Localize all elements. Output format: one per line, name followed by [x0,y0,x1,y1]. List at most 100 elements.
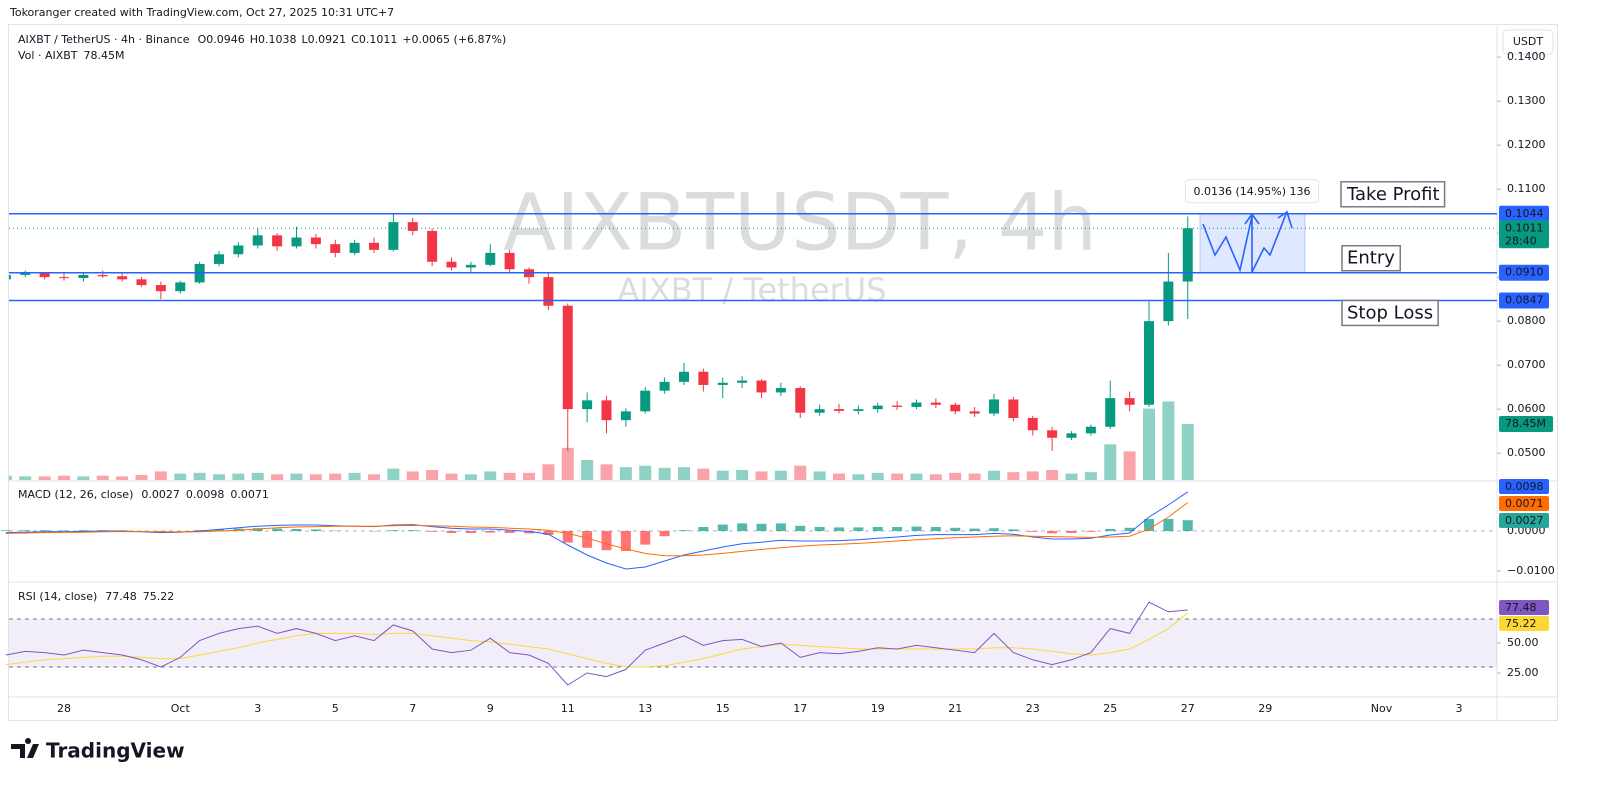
macd-hist-bar [659,531,670,537]
macd-hist-bar [756,523,767,531]
macd-hist-bar [39,530,50,531]
currency[interactable]: USDT [1513,35,1544,48]
level-badge-label: 0.1044 [1505,207,1544,220]
candle-body [485,252,496,265]
position-box [1199,213,1306,274]
candle-body [892,405,903,407]
attribution: Tokoranger created with TradingView.com,… [9,6,394,19]
macd-badge [1499,479,1549,494]
volume-bar [116,476,129,480]
candle-body [872,405,883,410]
frame [8,24,1558,721]
volume-bar [697,468,710,480]
volume-bar [561,447,574,480]
macd-hist-bar [892,527,903,531]
ohlc-value: 0.0946 [206,33,245,46]
volume-bar [988,470,1000,480]
volume-bar [251,472,264,480]
macd-hist-bar [834,527,844,531]
y-tick-label: 0.0800 [1507,314,1546,327]
candle-body [1008,399,1019,418]
y-tick-label: 0.1100 [1507,182,1546,195]
last-price-label: 0.1011 [1505,221,1544,234]
y-tick-label: 0.0700 [1507,358,1546,371]
volume-bar [1046,470,1059,480]
volume-bar [1162,401,1175,480]
candle-body [756,380,767,393]
rsi-ma-line [5,612,1189,668]
candle-body [659,381,670,391]
candle-body [310,237,321,245]
candle-body [136,279,147,286]
volume-name: Vol · AIXBT [18,49,78,62]
y-tick-label: 0.1300 [1507,94,1546,107]
macd-hist-bar [388,530,399,531]
macd-hist-bar [465,531,476,533]
macd-hist-bar [582,531,593,548]
rsi-badge [1499,600,1549,615]
x-tick-label: 23 [1026,702,1040,715]
volume-badge [1499,415,1553,432]
candle-body [446,261,457,268]
macd-hist-bar [601,531,612,551]
macd-hist-bar [911,526,922,531]
level-badge [1499,292,1549,309]
volume-bar [600,464,613,480]
volume-bar [348,472,361,480]
volume-bar [929,474,942,480]
x-tick-label: 19 [871,702,885,715]
candle-body [814,409,825,413]
volume-bar [213,474,225,480]
macd-hist-bar [1124,527,1135,531]
x-tick-label: 25 [1103,702,1117,715]
volume-bar [368,474,380,480]
candle-body [1047,430,1058,438]
volume-badge-label: 78.45M [1505,417,1546,430]
volume-bar [329,473,342,480]
x-tick-label: 3 [1456,702,1463,715]
volume-bar [716,470,729,480]
candle-body [775,388,786,393]
candle-body [78,274,89,279]
candle-body [291,237,302,247]
macd-hist-bar [0,530,11,531]
macd-hist-bar [620,531,631,551]
macd-legend-value: 0.0071 [230,488,269,501]
volume-bar [135,475,148,480]
volume-bar [910,473,923,480]
rsi-badge-label: 77.48 [1505,601,1537,614]
x-tick-label: 28 [57,702,71,715]
ohlc-value: 0.0921 [308,33,347,46]
macd-hist-bar [1163,519,1174,531]
candle-body [969,411,980,414]
volume-bar [503,472,516,480]
candle-body [369,242,379,250]
macd-title: MACD (12, 26, close) [18,488,133,501]
macd-hist-bar [872,527,883,531]
x-tick-label: 21 [948,702,962,715]
volume-bar [891,473,904,480]
macd-hist-bar [543,531,554,535]
candle-body [1124,398,1135,405]
macd-hist-bar [775,523,786,531]
x-tick-label: Nov [1371,702,1393,715]
candle-body [853,409,864,411]
macd-hist-bar [969,528,980,531]
macd-hist-bar [78,530,89,531]
macd-hist-bar [252,528,263,531]
macd-badge-label: 0.0027 [1505,514,1544,527]
rsi-legend-value: 77.48 [105,590,137,603]
volume-bar [387,468,400,480]
currency-button[interactable] [1502,29,1554,55]
level-name-box [1341,299,1439,327]
macd-hist-bar [1047,531,1058,534]
volume-bar [1007,472,1020,480]
candle-body [175,282,186,292]
candle-body [1163,281,1174,322]
level-name: Entry [1347,248,1395,269]
watermark: AIXBTUSDT, 4h [503,178,1097,268]
candle-body [620,411,631,421]
candle-body [640,390,651,412]
level-badge-label: 0.0910 [1505,266,1544,279]
